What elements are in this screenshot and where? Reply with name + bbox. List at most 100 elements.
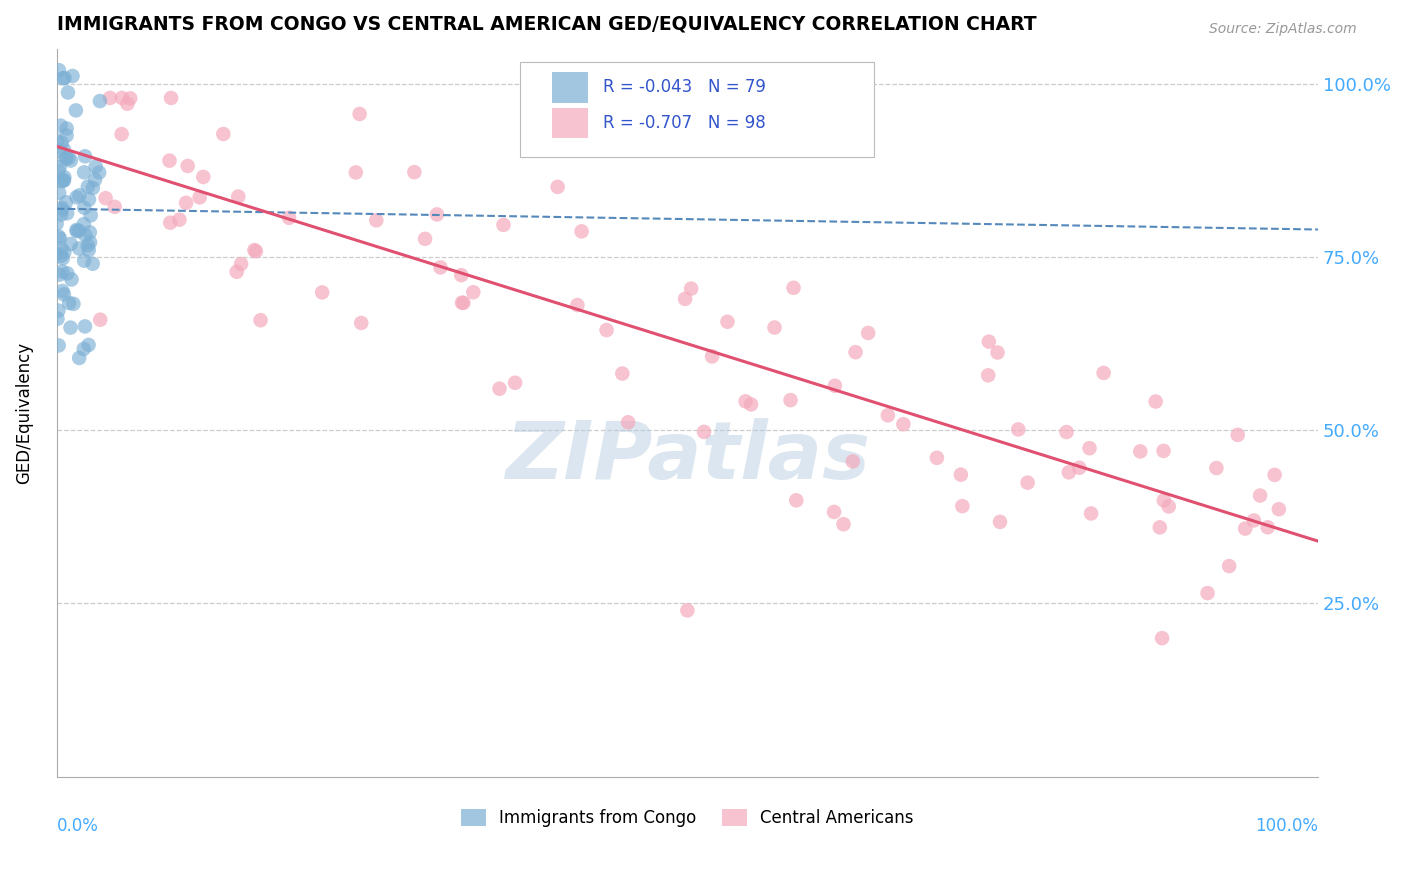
- Point: [350, 316, 373, 330]
- Point: [159, 153, 181, 168]
- Text: 0.0%: 0.0%: [56, 816, 98, 835]
- Point: [1268, 502, 1291, 516]
- Point: [366, 213, 388, 227]
- Point: [55, 152, 77, 166]
- Point: [73, 342, 96, 356]
- Point: [51, 208, 73, 222]
- Point: [977, 334, 1000, 349]
- Point: [249, 313, 271, 327]
- Point: [51, 264, 73, 278]
- Point: [111, 127, 134, 141]
- Text: R = -0.707   N = 98: R = -0.707 N = 98: [603, 114, 766, 132]
- Point: [82, 181, 104, 195]
- Point: [1007, 422, 1029, 436]
- Point: [779, 393, 801, 408]
- Point: [67, 188, 90, 202]
- Point: [51, 201, 73, 215]
- Point: [67, 351, 90, 365]
- Point: [734, 394, 756, 409]
- Point: [56, 86, 79, 100]
- Point: [45, 217, 67, 231]
- Text: IMMIGRANTS FROM CONGO VS CENTRAL AMERICAN GED/EQUIVALENCY CORRELATION CHART: IMMIGRANTS FROM CONGO VS CENTRAL AMERICA…: [56, 15, 1036, 34]
- Point: [77, 193, 100, 207]
- Point: [45, 246, 67, 260]
- Point: [52, 173, 75, 187]
- Point: [451, 295, 474, 310]
- Point: [986, 345, 1008, 359]
- Point: [1056, 425, 1078, 439]
- Point: [1080, 507, 1102, 521]
- Point: [785, 493, 807, 508]
- Point: [56, 267, 79, 281]
- Point: [51, 242, 73, 256]
- Point: [89, 165, 111, 179]
- Point: [73, 201, 96, 215]
- Text: ZIPatlas: ZIPatlas: [505, 417, 870, 496]
- Point: [111, 91, 134, 105]
- Point: [612, 367, 634, 381]
- Point: [700, 350, 723, 364]
- Point: [73, 149, 96, 163]
- Point: [404, 165, 426, 179]
- Point: [782, 281, 804, 295]
- Point: [1157, 500, 1180, 514]
- Point: [567, 298, 589, 312]
- Point: [763, 320, 786, 334]
- Point: [1197, 586, 1219, 600]
- Text: R = -0.043   N = 79: R = -0.043 N = 79: [603, 78, 766, 96]
- Point: [1092, 366, 1115, 380]
- Point: [48, 268, 70, 282]
- Point: [1205, 461, 1227, 475]
- Point: [1243, 513, 1265, 527]
- Point: [188, 190, 211, 204]
- Point: [716, 315, 738, 329]
- Point: [55, 128, 77, 143]
- Point: [60, 272, 83, 286]
- Point: [48, 164, 70, 178]
- Point: [117, 96, 139, 111]
- Point: [1017, 475, 1039, 490]
- Point: [212, 127, 235, 141]
- Point: [1057, 466, 1080, 480]
- Point: [51, 284, 73, 298]
- Point: [245, 244, 267, 259]
- Point: [73, 217, 96, 231]
- Point: [58, 151, 80, 165]
- Point: [75, 228, 97, 243]
- Point: [51, 202, 73, 217]
- Point: [59, 153, 82, 168]
- Point: [51, 136, 73, 150]
- Point: [52, 287, 75, 301]
- Point: [1234, 522, 1257, 536]
- Point: [492, 218, 515, 232]
- Point: [53, 71, 76, 86]
- Point: [73, 253, 96, 268]
- Point: [46, 311, 69, 326]
- Point: [59, 320, 82, 334]
- Point: [84, 173, 107, 187]
- Point: [77, 338, 100, 352]
- Point: [1149, 520, 1171, 534]
- Point: [94, 191, 117, 205]
- Point: [488, 382, 510, 396]
- Point: [51, 174, 73, 188]
- Text: Source: ZipAtlas.com: Source: ZipAtlas.com: [1209, 22, 1357, 37]
- Point: [49, 119, 72, 133]
- Point: [52, 71, 75, 86]
- Y-axis label: GED/Equivalency: GED/Equivalency: [15, 342, 32, 484]
- Point: [243, 243, 266, 257]
- Point: [84, 160, 107, 174]
- Point: [1226, 428, 1249, 442]
- Point: [842, 454, 865, 468]
- Point: [845, 345, 868, 359]
- Point: [104, 200, 127, 214]
- Point: [349, 107, 371, 121]
- Point: [824, 378, 846, 392]
- Point: [49, 231, 72, 245]
- Point: [62, 69, 84, 83]
- Point: [79, 225, 101, 239]
- Point: [55, 195, 77, 210]
- Point: [426, 207, 449, 221]
- Point: [48, 338, 70, 352]
- Point: [48, 63, 70, 78]
